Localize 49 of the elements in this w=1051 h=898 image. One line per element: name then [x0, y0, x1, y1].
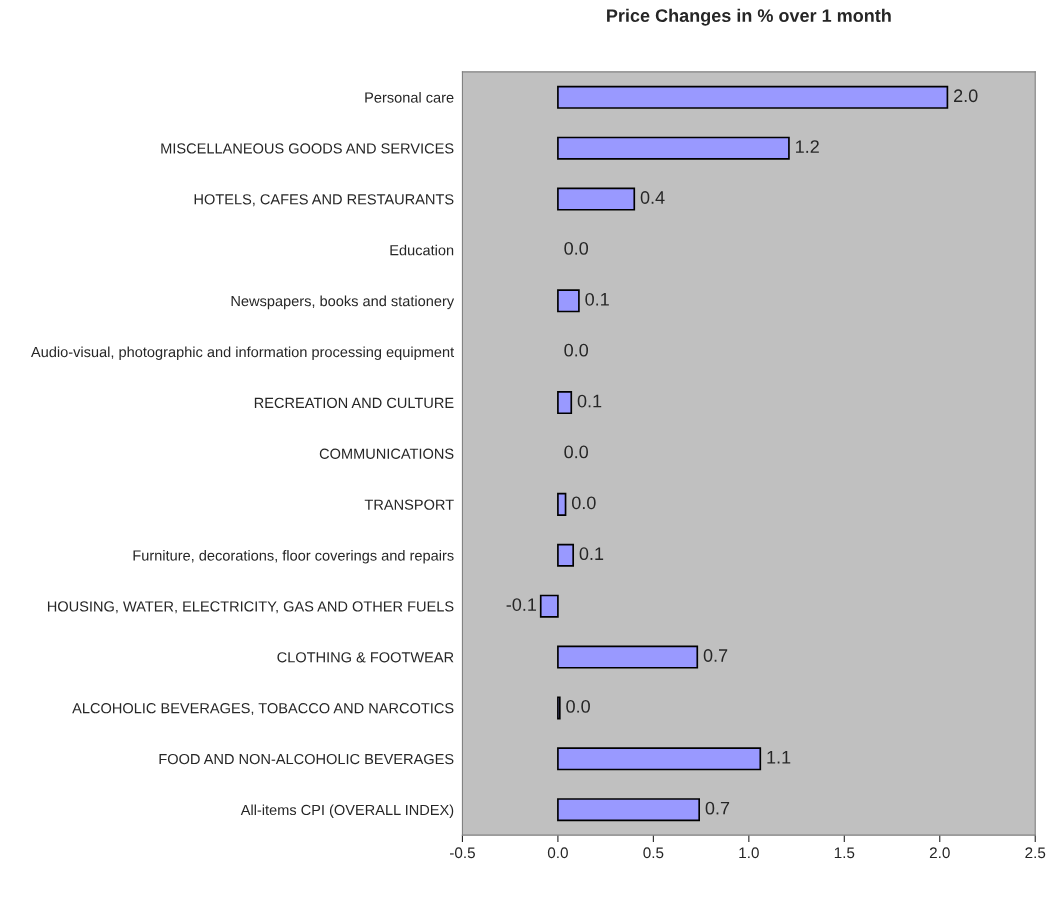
- x-tick-label: 2.5: [1025, 847, 1046, 859]
- data-label: -0.1: [506, 598, 537, 611]
- y-tick-label: Audio-visual, photographic and information processing equipment: [30, 346, 455, 361]
- y-tick-label: Personal care: [365, 92, 454, 103]
- data-label: 0.7: [703, 649, 728, 662]
- y-tick-label: MISCELLANEOUS GOODS AND SERVICES: [161, 143, 454, 154]
- bar: [557, 187, 636, 211]
- data-label: 0.0: [564, 343, 589, 357]
- y-tick-label: Furniture, decorations, floor coverings and repairs: [133, 549, 454, 564]
- y-tick-label: HOTELS, CAFES AND RESTAURANTS: [194, 194, 454, 207]
- y-tick-label: Newspapers, books and stationery: [231, 295, 455, 310]
- bar: [557, 492, 567, 516]
- x-tick-label: 0.5: [643, 847, 664, 859]
- x-tick-label: 2.0: [929, 847, 950, 859]
- data-label: 0.0: [564, 242, 589, 255]
- x-tick-label: 1.0: [739, 847, 759, 859]
- x-tick-label: 1.5: [834, 847, 855, 859]
- data-label: 0.0: [566, 699, 590, 713]
- y-tick-label: CLOTHING & FOOTWEAR: [277, 652, 454, 663]
- bar: [539, 594, 559, 618]
- bar: [557, 798, 701, 822]
- data-label: 0.1: [579, 547, 604, 561]
- data-label: 0.1: [577, 394, 602, 408]
- y-tick-label: ALCOHOLIC BEVERAGES, TOBACCO AND NARCOTICS: [72, 703, 454, 716]
- y-tick-label: All-items CPI (OVERALL INDEX): [240, 804, 454, 818]
- chart-title: Price Changes in % over 1 month: [607, 8, 891, 26]
- data-label: 0.7: [705, 801, 730, 815]
- y-tick-label: COMMUNICATIONS: [319, 448, 454, 459]
- data-label: 0.4: [640, 191, 665, 204]
- x-tick-label: 0.0: [547, 847, 568, 859]
- data-label: 0.1: [585, 292, 609, 306]
- bar: [557, 289, 580, 313]
- bar: [557, 136, 790, 160]
- y-tick-label: Education: [390, 244, 454, 256]
- y-tick-label: FOOD AND NON-ALCOHOLIC BEVERAGES: [159, 753, 454, 765]
- data-label: 1.2: [796, 140, 819, 153]
- bar: [557, 747, 762, 771]
- bar: [557, 85, 949, 109]
- bar: [557, 391, 573, 415]
- y-tick-label: RECREATION AND CULTURE: [254, 397, 454, 409]
- data-label: 0.0: [564, 445, 589, 459]
- data-label: 2.0: [954, 89, 978, 103]
- data-label: 0.0: [571, 496, 596, 510]
- y-tick-label: TRANSPORT: [364, 499, 454, 510]
- y-tick-label: HOUSING, WATER, ELECTRICITY, GAS AND OTHER FUELS: [47, 601, 454, 614]
- x-tick-label: -0.5: [449, 847, 475, 859]
- bar: [557, 543, 575, 567]
- data-label: 1.1: [767, 751, 791, 764]
- bar: [557, 645, 699, 669]
